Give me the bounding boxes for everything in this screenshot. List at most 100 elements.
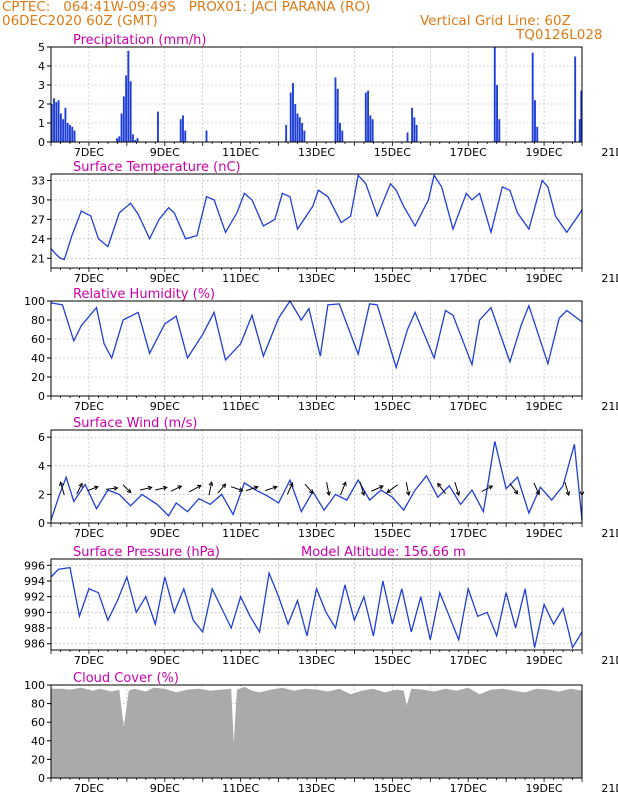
panel-annotation: Model Altitude: 156.66 m	[301, 545, 466, 560]
y-tick-label: 1	[38, 117, 45, 130]
wind-arrow	[208, 481, 214, 496]
wind-arrow	[481, 485, 494, 492]
x-tick-label: 11DEC	[222, 527, 259, 540]
wind-arrow-shaft	[155, 486, 167, 491]
x-tick-label: 9DEC	[150, 654, 180, 667]
wind-arrow-head	[513, 489, 519, 495]
wind-arrow	[217, 483, 227, 494]
x-tick-label: 15DEC	[374, 400, 411, 413]
panel-3: Relative Humidity (%) 0 20 40 60 80 100 7DEC 9DE…	[24, 287, 618, 413]
panel-frame	[50, 173, 583, 269]
precip-bar	[125, 75, 128, 142]
y-tick-label: 33	[31, 174, 45, 187]
wind-arrow-head	[455, 491, 461, 497]
wind-arrow-shaft	[246, 486, 259, 492]
precip-bar	[413, 117, 416, 142]
y-tick-label: 986	[24, 638, 45, 651]
run-code: TQ0126L028	[516, 27, 603, 43]
y-tick-label: 996	[24, 559, 45, 572]
panel-frame	[50, 46, 583, 143]
wind-arrow-head	[565, 491, 571, 497]
wind-arrow-head	[289, 481, 294, 487]
wind-arrow-head	[253, 485, 259, 490]
panel-title: Surface Temperature (nC)	[73, 160, 241, 175]
x-tick-label: 7DEC	[74, 400, 104, 413]
panel-frame	[50, 558, 583, 651]
wind-arrow-shaft	[286, 482, 294, 495]
wind-arrow	[105, 486, 119, 491]
station-info: CPTEC: 064:41W-09:49S PROX01: JACI PARAN…	[2, 0, 371, 15]
wind-arrow-shaft	[122, 484, 132, 493]
precip-bar	[71, 126, 74, 142]
panel-6: Cloud Cover (%) 0 20 40 60 80 100 7DEC 9DEC 11DEC…	[24, 671, 618, 795]
wind-arrow-shaft	[59, 482, 65, 496]
precip-bar	[406, 132, 409, 142]
x-tick-label: 21DEC	[601, 527, 618, 540]
precip-bar	[53, 98, 55, 142]
y-tick-label: 80	[31, 314, 45, 327]
precip-bar	[296, 113, 299, 142]
grid-note: Vertical Grid Line: 60Z	[420, 13, 571, 29]
y-tick-label: 994	[24, 575, 45, 588]
precip-bar	[292, 83, 294, 142]
wind-arrow-shaft	[481, 485, 493, 492]
y-tick-label: 40	[31, 735, 45, 748]
x-tick-label: 19DEC	[526, 527, 563, 540]
x-tick-label: 13DEC	[298, 782, 335, 795]
x-tick-label: 17DEC	[450, 400, 487, 413]
wind-arrow	[246, 485, 259, 492]
series-line	[50, 173, 583, 261]
wind-arrow-head	[405, 491, 411, 497]
precip-bar	[136, 138, 139, 142]
precip-bar	[134, 140, 137, 142]
wind-arrow-shaft	[76, 483, 83, 495]
wind-arrow	[339, 481, 347, 496]
wind-arrow-head	[238, 487, 244, 492]
x-tick-label: 19DEC	[526, 782, 563, 795]
wind-arrow-head	[162, 485, 168, 491]
x-tick-label: 9DEC	[150, 272, 180, 285]
panel-title: Precipitation (mm/h)	[73, 33, 206, 48]
precip-bar	[285, 124, 288, 142]
precip-bar	[341, 130, 344, 142]
precip-bar	[367, 90, 370, 142]
x-tick-label: 17DEC	[450, 146, 487, 159]
panel-title: Relative Humidity (%)	[73, 287, 215, 302]
wind-arrow-shaft	[339, 481, 347, 496]
run-date: 06DEC2020 60Z (GMT)	[2, 13, 158, 29]
precip-bar	[116, 138, 118, 142]
panel-frame	[50, 684, 583, 779]
x-tick-label: 19DEC	[526, 654, 563, 667]
wind-arrow-head	[177, 485, 183, 490]
y-tick-label: 4	[38, 460, 45, 473]
precip-bar	[369, 115, 372, 142]
y-tick-label: 80	[31, 698, 45, 711]
wind-arrow-shaft	[304, 483, 314, 494]
grid	[50, 559, 583, 650]
precip-bar	[127, 50, 130, 142]
x-tick-label: 21DEC	[601, 654, 618, 667]
wind-arrow-head	[342, 481, 347, 487]
x-tick-label: 11DEC	[222, 782, 259, 795]
wind-arrow	[230, 486, 244, 492]
wind-arrow-head	[78, 482, 83, 488]
wind-arrow-shaft	[208, 482, 213, 496]
precip-bar	[66, 123, 69, 142]
series-line	[50, 566, 583, 650]
wind-arrow-head	[126, 488, 132, 494]
wind-arrow-head	[147, 485, 153, 491]
x-tick-label: 9DEC	[150, 782, 180, 795]
y-tick-label: 992	[24, 591, 45, 604]
panel-4: Surface Wind (m/s) 0 2 4 6 7DEC 9DEC 11DEC 13DEC…	[38, 416, 618, 540]
precip-bar	[578, 119, 581, 142]
wind-arrow-shaft	[170, 485, 182, 492]
precip-bar	[157, 111, 159, 142]
wind-arrow-head	[113, 486, 119, 491]
wind-arrow-head	[379, 485, 384, 490]
wind-arrow-head	[272, 485, 278, 490]
precip-bar	[120, 113, 123, 142]
x-tick-label: 7DEC	[74, 146, 104, 159]
wind-arrow-shaft	[139, 486, 152, 491]
wind-arrow-head	[208, 481, 214, 487]
y-tick-label: 6	[38, 431, 45, 444]
